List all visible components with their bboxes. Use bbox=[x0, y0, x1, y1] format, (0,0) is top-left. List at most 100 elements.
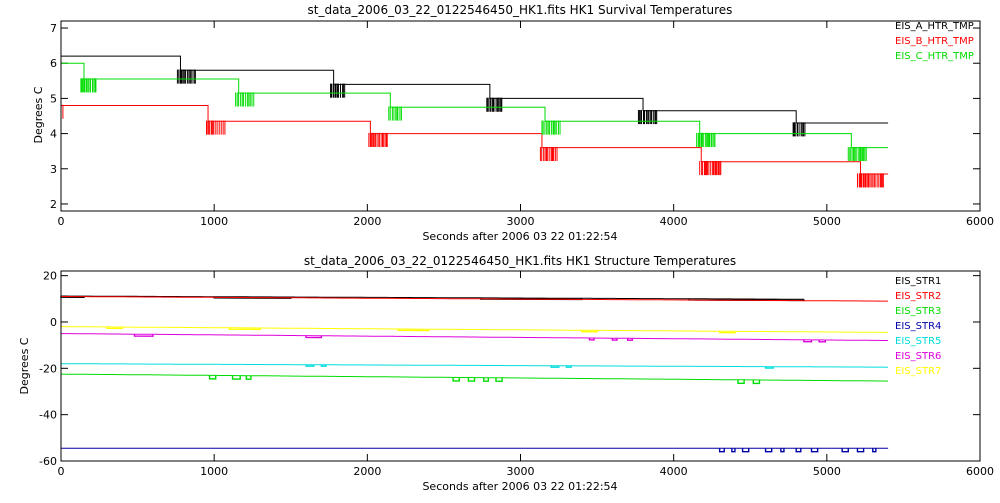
x-tick-label: 4000 bbox=[660, 465, 688, 478]
y-tick-label: 0 bbox=[50, 316, 57, 329]
series-dip bbox=[245, 375, 252, 380]
x-tick-label: 5000 bbox=[813, 215, 841, 228]
series-dip bbox=[231, 375, 241, 380]
series-dip bbox=[483, 377, 490, 382]
series-eis-str3 bbox=[60, 373, 889, 385]
series-eis-c-htr-tmp bbox=[61, 62, 889, 162]
transition-noise bbox=[539, 146, 558, 162]
series-dip bbox=[320, 364, 327, 367]
structure-chart-title: st_data_2006_03_22_0122546450_HK1.fits H… bbox=[304, 254, 736, 268]
series-eis-str5 bbox=[61, 363, 889, 369]
y-tick-label: 3 bbox=[50, 163, 57, 176]
series-dip bbox=[588, 338, 595, 341]
series-dip bbox=[803, 339, 813, 343]
transition-noise bbox=[792, 122, 806, 137]
series-dip bbox=[467, 377, 476, 382]
series-dip bbox=[795, 448, 802, 453]
x-tick-label: 6000 bbox=[966, 465, 994, 478]
legend-entry-eis-b-htr-tmp: EIS_B_HTR_TMP bbox=[895, 36, 974, 47]
series-dip bbox=[810, 448, 819, 453]
x-tick-label: 1000 bbox=[200, 465, 228, 478]
series-dip bbox=[581, 330, 598, 333]
series-dip bbox=[627, 338, 634, 341]
series-dip bbox=[818, 339, 827, 343]
series-dip bbox=[780, 448, 785, 453]
series-dip bbox=[133, 334, 154, 337]
series-dip bbox=[611, 338, 618, 341]
series-dip bbox=[764, 366, 774, 369]
x-tick-label: 6000 bbox=[966, 215, 994, 228]
legend-entry-eis-str2: EIS_STR2 bbox=[895, 291, 941, 302]
series-line bbox=[61, 326, 889, 333]
transition-noise bbox=[235, 92, 255, 107]
series-dip bbox=[565, 365, 572, 368]
transition-noise bbox=[368, 132, 388, 147]
y-tick-label: 4 bbox=[50, 128, 57, 141]
x-tick-label: 3000 bbox=[507, 215, 535, 228]
y-tick-label: 2 bbox=[50, 198, 57, 211]
survival-plot-frame bbox=[60, 20, 981, 212]
series-dip bbox=[731, 448, 736, 453]
series-dip bbox=[228, 327, 261, 331]
series-dip bbox=[737, 379, 745, 385]
series-dip bbox=[841, 448, 849, 453]
legend-entry-eis-a-htr-tmp: EIS_A_HTR_TMP bbox=[895, 21, 974, 32]
series-dip bbox=[752, 379, 761, 385]
x-tick-label: 1000 bbox=[200, 215, 228, 228]
series-eis-str2 bbox=[61, 296, 889, 302]
x-tick-label: 4000 bbox=[660, 215, 688, 228]
series-dip bbox=[495, 377, 503, 382]
structure-y-axis-label: Degrees C bbox=[18, 337, 31, 394]
series-dip bbox=[397, 328, 430, 332]
x-tick-label: 0 bbox=[58, 215, 65, 228]
legend-entry-eis-str6: EIS_STR6 bbox=[895, 351, 941, 362]
transition-noise bbox=[696, 132, 716, 147]
series-dip bbox=[452, 377, 460, 382]
legend-entry-eis-str3: EIS_STR3 bbox=[895, 306, 941, 317]
x-tick-label: 0 bbox=[58, 465, 65, 478]
series-eis-str7 bbox=[61, 326, 889, 334]
legend-entry-eis-str4: EIS_STR4 bbox=[895, 321, 941, 332]
series-line bbox=[61, 333, 889, 341]
transition-noise bbox=[330, 83, 346, 98]
structure-temperatures-panel: st_data_2006_03_22_0122546450_HK1.fits H… bbox=[18, 254, 994, 493]
x-tick-label: 3000 bbox=[507, 465, 535, 478]
series-dip bbox=[741, 448, 750, 453]
transition-noise bbox=[699, 161, 722, 176]
legend-entry-eis-str5: EIS_STR5 bbox=[895, 336, 941, 347]
transition-noise bbox=[541, 120, 561, 135]
series-dip bbox=[872, 448, 877, 453]
transition-noise bbox=[388, 106, 402, 121]
series-line bbox=[61, 295, 804, 300]
y-tick-label: -60 bbox=[39, 455, 57, 468]
legend-entry-eis-str1: EIS_STR1 bbox=[895, 276, 941, 287]
series-dip bbox=[856, 448, 865, 453]
series-line bbox=[61, 55, 889, 124]
y-tick-label: -20 bbox=[39, 362, 57, 375]
survival-y-axis-label: Degrees C bbox=[32, 86, 45, 143]
transition-noise bbox=[486, 97, 503, 112]
y-tick-label: -40 bbox=[39, 409, 57, 422]
legend-entry-eis-str7: EIS_STR7 bbox=[895, 366, 941, 377]
series-line bbox=[61, 363, 889, 368]
series-line bbox=[61, 62, 889, 149]
survival-chart-title: st_data_2006_03_22_0122546450_HK1.fits H… bbox=[308, 3, 733, 17]
series-eis-str6 bbox=[61, 333, 889, 343]
transition-noise bbox=[80, 78, 97, 93]
x-tick-label: 5000 bbox=[813, 465, 841, 478]
structure-x-axis-label: Seconds after 2006 03 22 01:22:54 bbox=[422, 480, 617, 493]
transition-noise bbox=[847, 146, 867, 162]
x-tick-label: 2000 bbox=[353, 465, 381, 478]
x-tick-label: 2000 bbox=[353, 215, 381, 228]
y-tick-label: 6 bbox=[50, 57, 57, 70]
transition-noise bbox=[856, 173, 884, 188]
legend-entry-eis-c-htr-tmp: EIS_C_HTR_TMP bbox=[895, 51, 974, 62]
series-dip bbox=[305, 364, 315, 367]
series-dip bbox=[764, 448, 773, 453]
series-eis-str4 bbox=[61, 447, 889, 453]
y-tick-label: 7 bbox=[50, 22, 57, 35]
structure-plot-frame bbox=[60, 270, 981, 462]
series-dip bbox=[718, 448, 725, 453]
